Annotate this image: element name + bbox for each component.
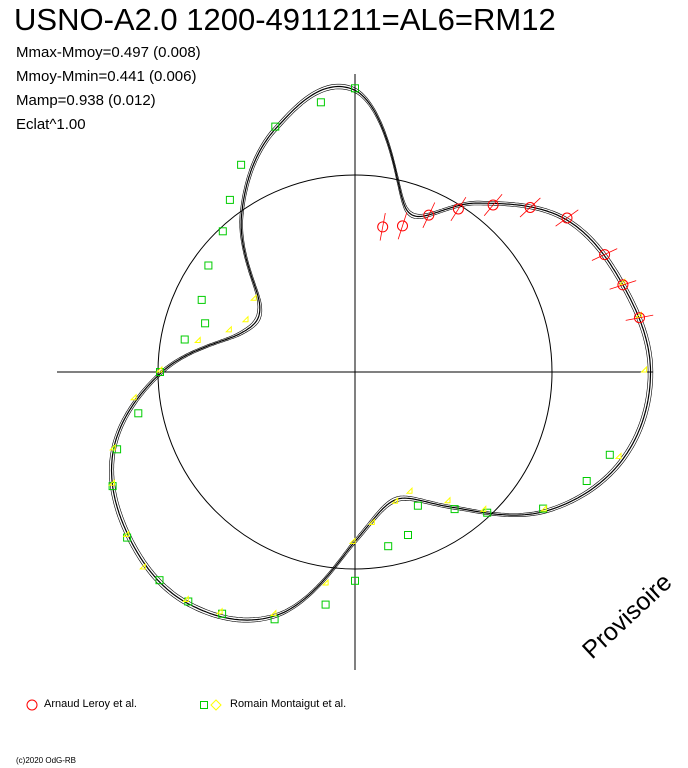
error-bar (555, 209, 579, 227)
stat-mamp: Mamp=0.938 (0.012) (16, 92, 156, 109)
data-point-square (351, 84, 359, 93)
data-point-diamond (182, 595, 189, 603)
data-point-circle (397, 220, 408, 232)
data-point-diamond (215, 607, 223, 615)
data-point-diamond (139, 562, 146, 570)
data-point-square (316, 98, 325, 107)
data-point-square (321, 600, 330, 609)
error-bar (483, 193, 503, 217)
data-point-circle (423, 209, 435, 221)
data-point-diamond (443, 496, 451, 504)
copyright-footer: (c)2020 OdG-RB (16, 756, 77, 765)
data-point-circle (452, 203, 464, 215)
data-point-square (201, 319, 210, 328)
stat-mmoy-mmin: Mmoy-Mmin=0.441 (0.006) (16, 68, 197, 85)
data-point-square (123, 533, 132, 542)
stat-eclat: Eclat^1.00 (16, 116, 86, 133)
legend-label-montaigut: Romain Montaigut et al. (230, 698, 347, 710)
data-point-diamond (405, 487, 413, 494)
data-point-square (218, 227, 227, 236)
data-point-diamond (129, 393, 137, 401)
data-point-square (180, 335, 189, 344)
data-point-square (605, 450, 614, 459)
data-point-square (134, 409, 143, 418)
legend-marker-square (200, 701, 208, 709)
data-point-square (351, 576, 359, 585)
data-point-square (204, 261, 213, 270)
data-point-circle (599, 249, 611, 261)
data-point-diamond (155, 365, 163, 373)
data-point-square (155, 576, 164, 585)
data-point-diamond (391, 497, 399, 504)
error-bar (519, 197, 541, 218)
model-curve (110, 85, 652, 621)
data-point-square (413, 501, 422, 510)
model-curve-group (108, 83, 654, 623)
data-point-diamond (108, 479, 115, 486)
data-point-diamond (479, 505, 487, 512)
data-points-group (108, 84, 654, 624)
error-bar (450, 196, 467, 222)
data-point-diamond (241, 315, 249, 323)
data-point-circle (524, 202, 536, 213)
data-point-circle (617, 279, 629, 291)
error-bar (609, 280, 637, 290)
data-point-diamond (321, 578, 329, 586)
stat-mmax-mmoy: Mmax-Mmoy=0.497 (0.008) (16, 44, 201, 61)
data-point-circle (634, 312, 645, 324)
data-point-square (404, 531, 412, 539)
data-point-square (237, 160, 246, 169)
data-point-diamond (614, 452, 622, 459)
data-point-diamond (122, 530, 130, 537)
data-point-square (271, 122, 280, 131)
legend-marker-circle (26, 699, 38, 711)
data-point-square (483, 508, 492, 517)
error-bar (625, 314, 654, 321)
data-point-diamond (225, 325, 232, 333)
data-point-diamond (269, 609, 277, 617)
data-point-square (113, 445, 122, 454)
data-point-diamond (640, 365, 648, 373)
data-point-diamond (348, 537, 356, 544)
data-point-square (197, 295, 206, 304)
data-point-circle (377, 221, 389, 233)
data-point-diamond (540, 504, 547, 512)
data-point-diamond (109, 443, 116, 451)
data-point-square (225, 195, 234, 204)
error-bar (379, 213, 386, 241)
error-bar (591, 248, 618, 261)
data-point-diamond (250, 294, 257, 301)
legend-label-leroy: Arnaud Leroy et al. (44, 698, 137, 710)
data-point-diamond (368, 518, 375, 525)
data-point-square (450, 505, 459, 514)
data-point-square (384, 542, 393, 551)
model-curve-envelope (113, 88, 649, 619)
chart-title: USNO-A2.0 1200-4911211=AL6=RM12 (14, 2, 556, 37)
error-bar (422, 202, 436, 228)
error-bar (397, 212, 408, 240)
legend-marker-diamond (210, 699, 222, 711)
legend-markers (26, 699, 222, 711)
data-point-square (582, 477, 591, 485)
data-point-circle (561, 212, 573, 224)
data-point-diamond (194, 336, 201, 344)
data-point-circle (487, 199, 499, 211)
